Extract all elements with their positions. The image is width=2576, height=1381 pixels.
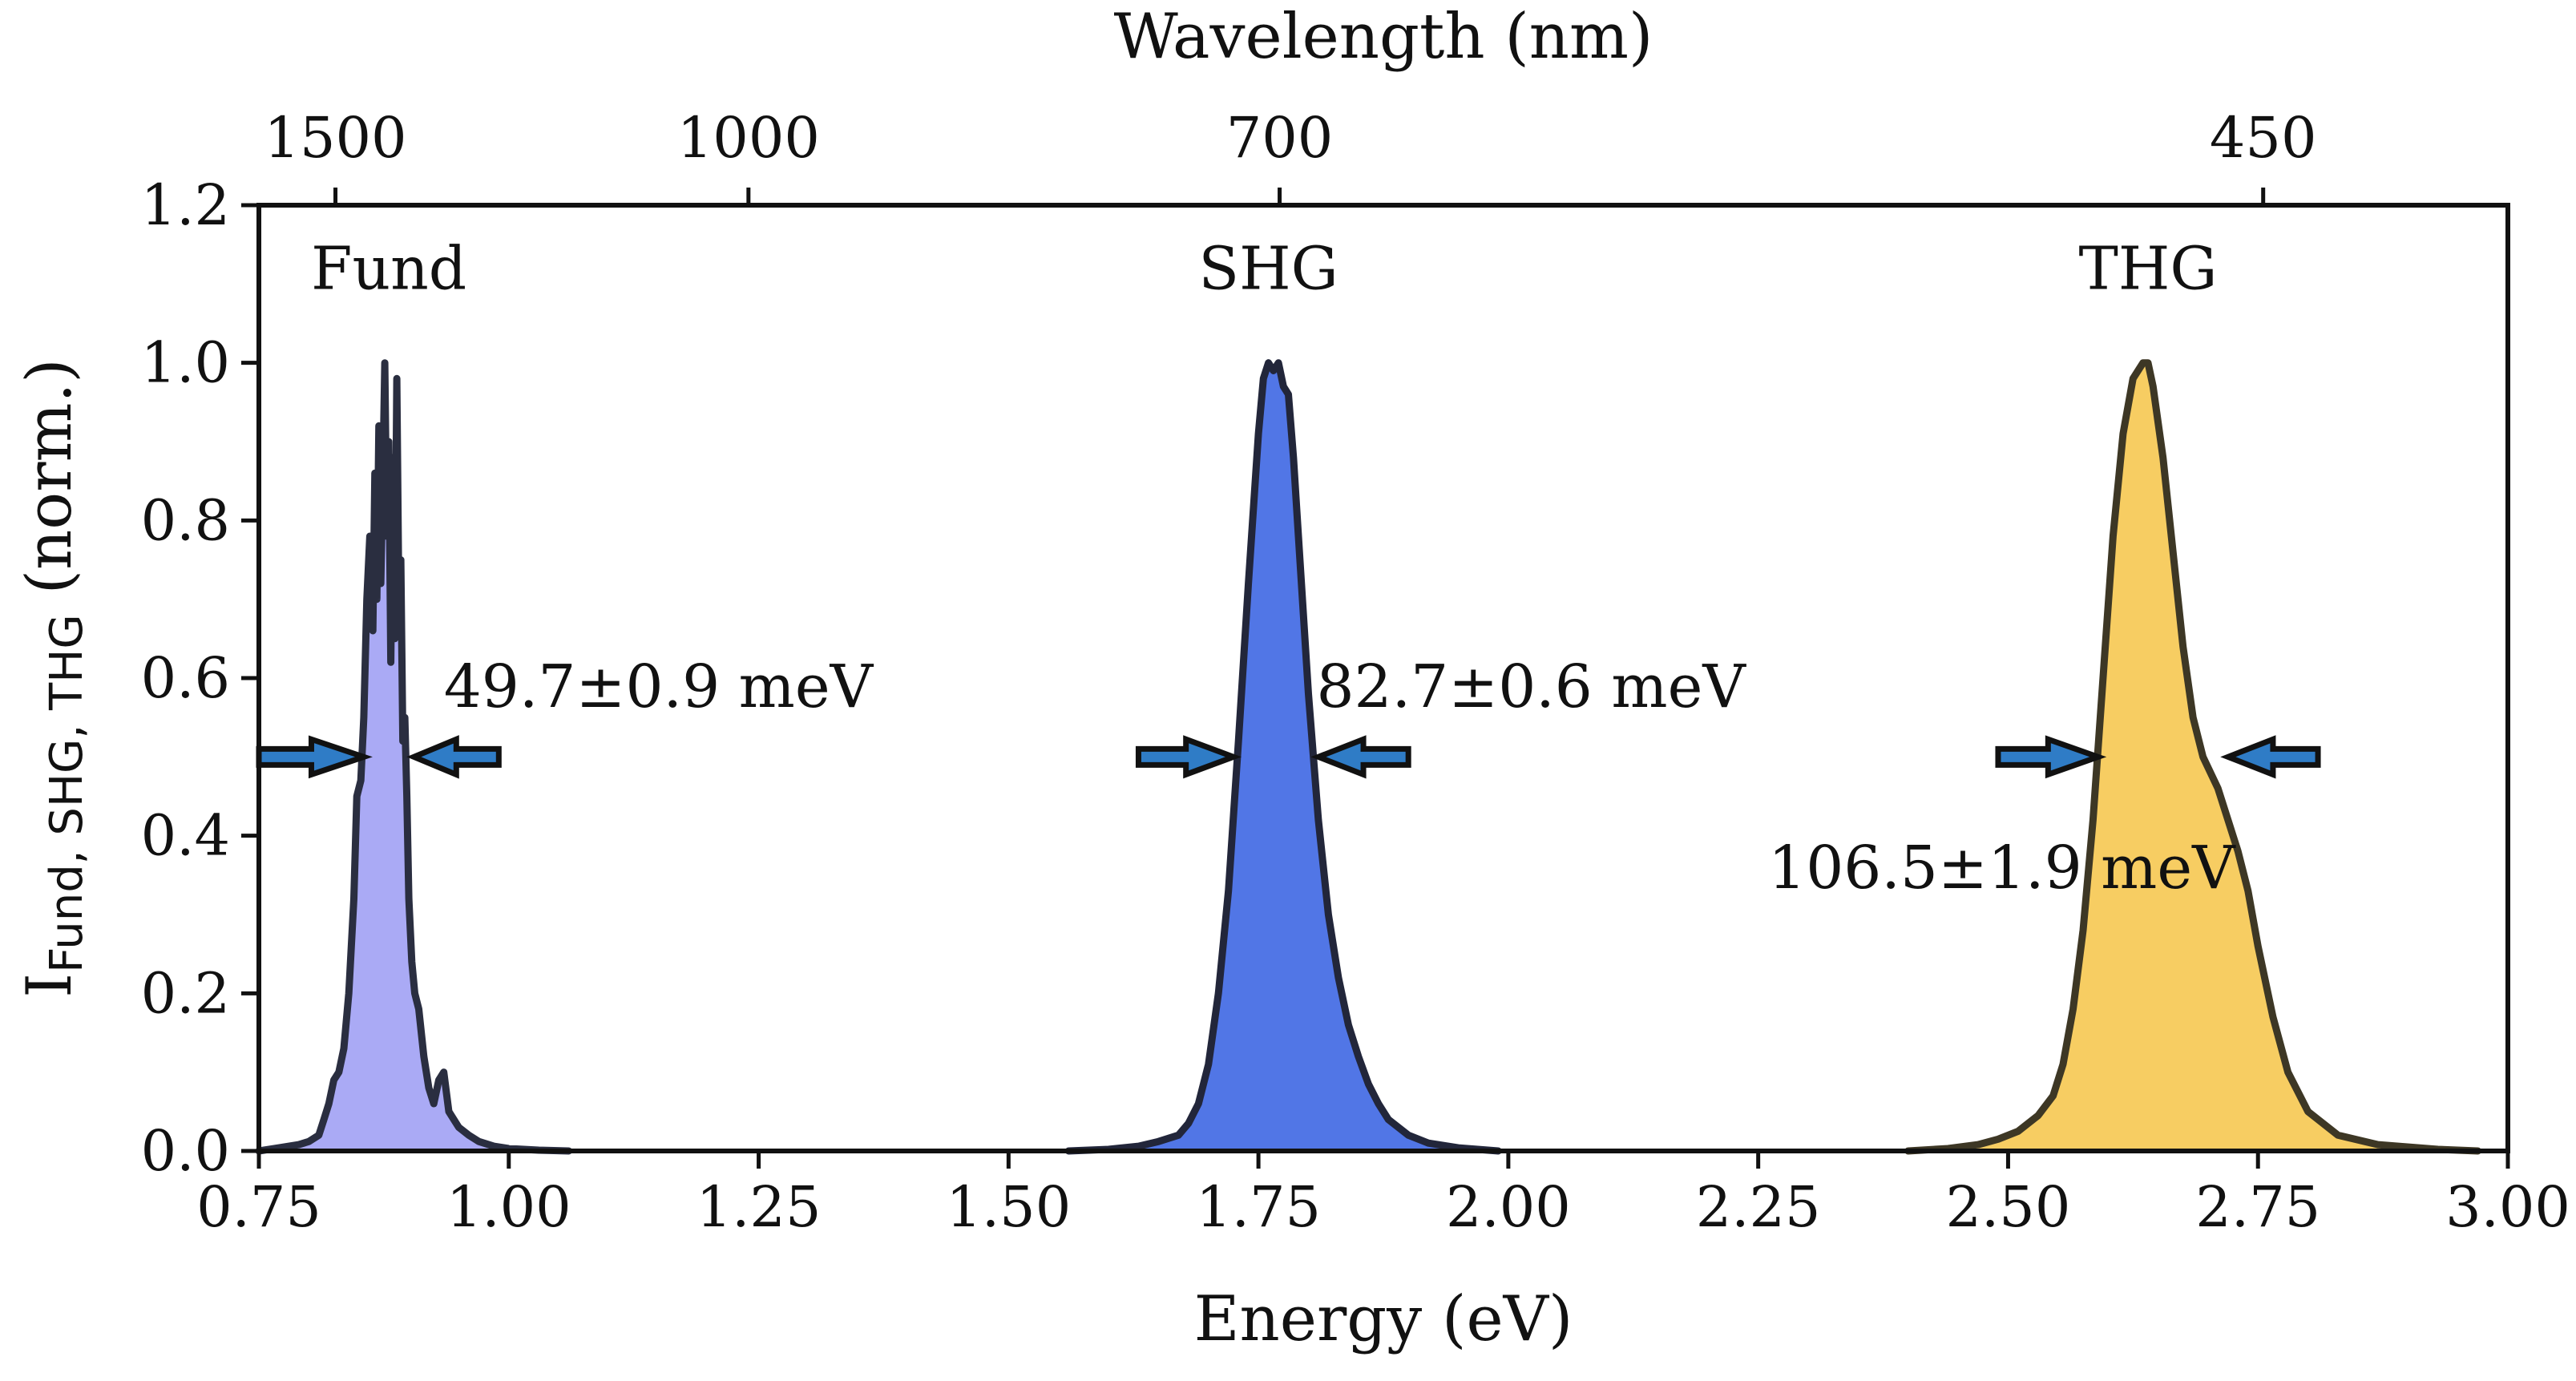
y-axis-title-sub: Fund, SHG, THG xyxy=(41,614,93,973)
x-tick-label: 2.00 xyxy=(1446,1174,1571,1240)
fwhm-arrow-left-thg xyxy=(1995,735,2107,779)
x-tick-label: 1.25 xyxy=(696,1174,822,1240)
y-tick-label: 0.4 xyxy=(141,803,230,869)
x2-tick-label: 450 xyxy=(2210,105,2317,171)
x2-tick-label: 1500 xyxy=(264,105,406,171)
y-tick-label: 0.8 xyxy=(141,487,230,553)
series-line-thg xyxy=(1904,359,2482,1155)
annotation-layer: Fund 49.7±0.9 meV SHG 82.7±0.6 meV THG 106.5±… xyxy=(256,235,2321,902)
fwhm-arrow-right-thg xyxy=(2220,735,2321,779)
series-area-thg xyxy=(1908,362,2478,1151)
x-tick-label: 3.00 xyxy=(2445,1174,2570,1240)
y-tick-label: 0.6 xyxy=(141,645,230,711)
fwhm-arrow-right-fund xyxy=(406,735,502,779)
y-axis-title-main: I xyxy=(14,973,86,998)
peak-label-fund: Fund xyxy=(311,235,466,304)
y-tick-label: 1.2 xyxy=(141,172,230,238)
x-tick-label: 2.75 xyxy=(2195,1174,2320,1240)
x-axis-title: Energy (eV) xyxy=(1194,1283,1573,1355)
x-tick-label: 1.50 xyxy=(946,1174,1071,1240)
series-line-fund xyxy=(255,359,573,1155)
x2-tick-label: 1000 xyxy=(677,105,820,171)
x2-tick-label: 700 xyxy=(1226,105,1334,171)
peak-label-shg: SHG xyxy=(1198,235,1338,304)
y-tick-label: 1.0 xyxy=(141,330,230,396)
y-tick-label: 0.0 xyxy=(141,1118,230,1184)
fwhm-label-thg: 106.5±1.9 meV xyxy=(1768,834,2236,902)
fwhm-label-fund: 49.7±0.9 meV xyxy=(444,652,874,721)
y-axis-title: IFund, SHG, THG (norm.) xyxy=(14,358,93,997)
y-axis-title-tail: (norm.) xyxy=(14,358,86,614)
x-tick-label: 1.75 xyxy=(1196,1174,1321,1240)
series-line-shg xyxy=(1064,359,1502,1155)
x-tick-label: 2.25 xyxy=(1696,1174,1821,1240)
fwhm-arrow-right-shg xyxy=(1310,735,1411,779)
series-area-shg xyxy=(1068,362,1499,1151)
fwhm-arrow-left-shg xyxy=(1135,735,1242,779)
peak-label-thg: THG xyxy=(2079,235,2218,304)
x-tick-label: 2.50 xyxy=(1946,1174,2071,1240)
x-tick-label: 1.00 xyxy=(446,1174,571,1240)
axis-layer: 0.75 1.00 1.25 1.50 1.75 2.00 2.25 2.50 2.75 3.00… xyxy=(141,105,2570,1240)
fwhm-label-shg: 82.7±0.6 meV xyxy=(1316,652,1746,721)
plot-layer xyxy=(255,359,2482,1155)
x-tick-label: 0.75 xyxy=(196,1174,321,1240)
y-tick-label: 0.2 xyxy=(141,960,230,1026)
x2-axis-title: Wavelength (nm) xyxy=(1114,1,1653,73)
fwhm-arrow-left-fund xyxy=(256,735,373,779)
